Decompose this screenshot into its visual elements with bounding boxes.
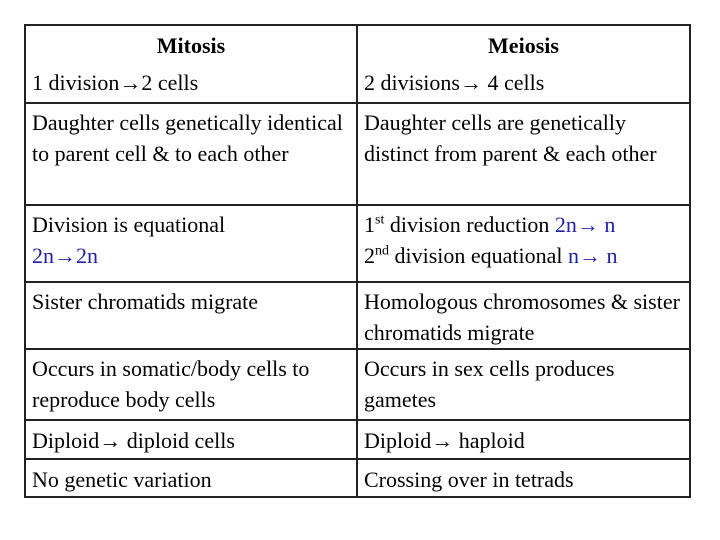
header-row: Mitosis Meiosis bbox=[24, 24, 691, 63]
cell-line: Daughter cells genetically identical to … bbox=[32, 107, 350, 169]
table-row: Sister chromatids migrate Homologous chro… bbox=[24, 281, 691, 350]
table-row: 1 division→2 cells 2 divisions→ 4 cells bbox=[24, 63, 691, 104]
cell-line: Daughter cells are genetically distinct … bbox=[364, 107, 683, 169]
text-run: 2 divisions→ 4 cells bbox=[364, 70, 545, 95]
cell-line: Occurs in sex cells produces gametes bbox=[364, 353, 683, 415]
text-run: 1 division→2 cells bbox=[32, 70, 199, 95]
text-run: Crossing over in tetrads bbox=[364, 467, 574, 492]
table-row: Division is equational 2n→2n 1st division … bbox=[24, 204, 691, 283]
table-row: Daughter cells genetically identical to … bbox=[24, 102, 691, 206]
text-run: Daughter cells are genetically distinct … bbox=[364, 110, 657, 166]
text-run: n→ n bbox=[568, 243, 618, 268]
table-row: No genetic variation Crossing over in tet… bbox=[24, 458, 691, 498]
cell-line: 1st division reduction 2n→ n bbox=[364, 209, 683, 240]
text-run: Sister chromatids migrate bbox=[32, 289, 259, 314]
table-cell: Crossing over in tetrads bbox=[356, 458, 691, 498]
table-cell: No genetic variation bbox=[24, 458, 358, 498]
text-run: 2n→2n bbox=[32, 243, 98, 268]
table-cell: Diploid→ haploid bbox=[356, 419, 691, 460]
table-cell: 1 division→2 cells bbox=[24, 63, 358, 104]
comparison-table: Mitosis Meiosis 1 division→2 cells 2 divis… bbox=[24, 24, 691, 498]
table-cell: Homologous chromosomes & sister chromati… bbox=[356, 281, 691, 350]
text-run: division reduction bbox=[384, 212, 555, 237]
superscript: nd bbox=[375, 243, 389, 259]
table-cell: Occurs in sex cells produces gametes bbox=[356, 348, 691, 421]
text-run: Homologous chromosomes & sister chromati… bbox=[364, 289, 680, 345]
text-run: No genetic variation bbox=[32, 467, 212, 492]
table-cell: 2 divisions→ 4 cells bbox=[356, 63, 691, 104]
cell-line: Sister chromatids migrate bbox=[32, 286, 350, 317]
cell-line: Diploid→ diploid cells bbox=[32, 425, 350, 456]
cell-line: Division is equational bbox=[32, 209, 350, 240]
table-cell: Sister chromatids migrate bbox=[24, 281, 358, 350]
text-run: Division is equational bbox=[32, 212, 226, 237]
table-cell: Diploid→ diploid cells bbox=[24, 419, 358, 460]
text-run: 1 bbox=[364, 212, 375, 237]
table-row: Occurs in somatic/body cells to reproduc… bbox=[24, 348, 691, 421]
text-run: Daughter cells genetically identical to … bbox=[32, 110, 343, 166]
text-run: Occurs in sex cells produces gametes bbox=[364, 356, 615, 412]
cell-line: No genetic variation bbox=[32, 464, 350, 495]
cell-line: 2n→2n bbox=[32, 240, 350, 271]
column-header: Meiosis bbox=[356, 24, 691, 63]
text-run: division equational bbox=[389, 243, 569, 268]
cell-line: Occurs in somatic/body cells to reproduc… bbox=[32, 353, 350, 415]
text-run: Diploid→ haploid bbox=[364, 428, 525, 453]
text-run: Occurs in somatic/body cells to reproduc… bbox=[32, 356, 310, 412]
table-cell: Daughter cells are genetically distinct … bbox=[356, 102, 691, 206]
table-row: Diploid→ diploid cells Diploid→ haploid bbox=[24, 419, 691, 460]
text-run: Diploid→ diploid cells bbox=[32, 428, 235, 453]
cell-line: 1 division→2 cells bbox=[32, 67, 350, 98]
table-cell: 1st division reduction 2n→ n 2nd division… bbox=[356, 204, 691, 283]
cell-line: Homologous chromosomes & sister chromati… bbox=[364, 286, 683, 348]
cell-line: 2 divisions→ 4 cells bbox=[364, 67, 683, 98]
table-cell: Occurs in somatic/body cells to reproduc… bbox=[24, 348, 358, 421]
text-run: 2 bbox=[364, 243, 375, 268]
cell-line: Diploid→ haploid bbox=[364, 425, 683, 456]
cell-line: Crossing over in tetrads bbox=[364, 464, 683, 495]
table-cell: Division is equational 2n→2n bbox=[24, 204, 358, 283]
superscript: st bbox=[375, 212, 385, 228]
text-run: 2n→ n bbox=[554, 212, 616, 237]
cell-line: 2nd division equational n→ n bbox=[364, 240, 683, 271]
column-header: Mitosis bbox=[24, 24, 358, 63]
table-cell: Daughter cells genetically identical to … bbox=[24, 102, 358, 206]
